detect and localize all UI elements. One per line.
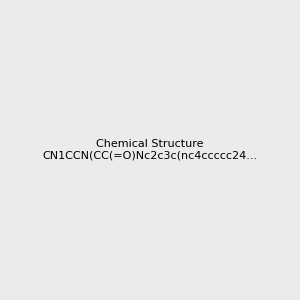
Text: Chemical Structure
CN1CCN(CC(=O)Nc2c3c(nc4ccccc24...: Chemical Structure CN1CCN(CC(=O)Nc2c3c(n…	[42, 139, 258, 161]
